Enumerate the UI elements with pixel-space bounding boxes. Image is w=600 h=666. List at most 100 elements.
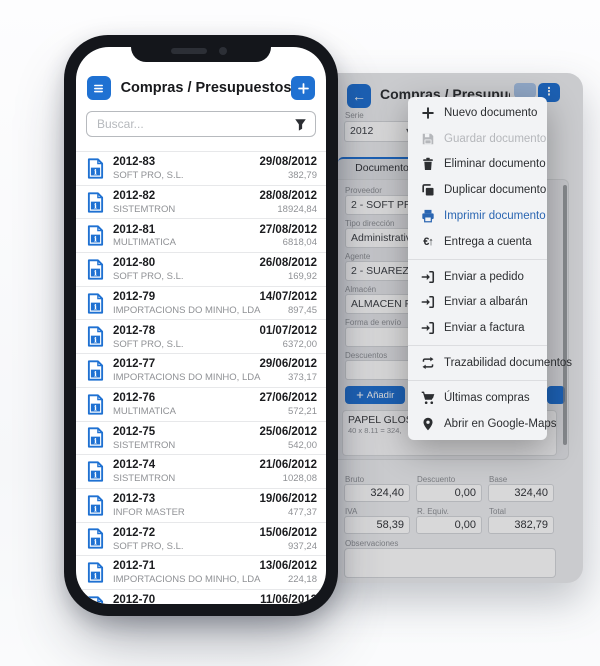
menu-divider xyxy=(408,379,547,381)
add-document-button[interactable] xyxy=(291,76,315,100)
hamburger-icon xyxy=(92,82,105,95)
document-supplier: SOFT PRO, S.L. xyxy=(113,338,184,350)
list-item[interactable]: 2012-70MULTIMATICA11/06/2012158,27 xyxy=(76,590,326,604)
document-code: 2012-78 xyxy=(113,324,156,337)
iva-label: IVA xyxy=(345,507,358,516)
list-item[interactable]: 2012-78 SOFT PRO, S.L. 01/07/2012 6372,00 xyxy=(76,320,326,355)
anadir-button[interactable]: Añadir xyxy=(345,386,405,404)
list-item[interactable]: 2012-73 INFOR MASTER 19/06/2012 477,37 xyxy=(76,489,326,523)
list-item[interactable]: 2012-82 SISTEMTRON 28/08/2012 18924,84 xyxy=(76,186,326,220)
context-menu: Nuevo documento Guardar documento Elimin… xyxy=(408,97,572,440)
back-button[interactable]: ← xyxy=(347,84,371,108)
document-code: 2012-72 xyxy=(113,526,156,539)
phone-camera xyxy=(219,47,227,55)
secondary-action-button[interactable] xyxy=(514,83,536,98)
menu-item-abrir-en-google-maps[interactable]: Abrir en Google-Maps xyxy=(408,411,557,437)
hamburger-menu-button[interactable] xyxy=(87,76,111,100)
list-item[interactable]: 2012-77 IMPORTACIONS DO MINHO, LDA 29/06/2… xyxy=(76,354,326,388)
menu-item-enviar-a-pedido[interactable]: Enviar a pedido xyxy=(408,264,547,290)
list-item[interactable]: 2012-74 SISTEMTRON 21/06/2012 1028,08 xyxy=(76,455,326,489)
document-date: 29/06/2012 xyxy=(259,358,317,371)
menu-item-enviar-a-factura[interactable]: Enviar a factura xyxy=(408,315,547,341)
document-supplier: INFOR MASTER xyxy=(113,506,185,518)
menu-item-enviar-a-albaran[interactable]: Enviar a albarán xyxy=(408,290,547,316)
document-date: 29/08/2012 xyxy=(259,156,317,169)
document-amount: 6372,00 xyxy=(282,338,317,350)
document-date: 27/08/2012 xyxy=(259,223,317,236)
forma-envio-label: Forma de envío xyxy=(345,318,402,327)
menu-item-imprimir-documento[interactable]: Imprimir documento xyxy=(408,203,547,229)
descuento-field[interactable]: 0,00 xyxy=(416,484,482,502)
send-to-icon xyxy=(421,270,435,284)
menu-item-entrega-a-cuenta[interactable]: €↑ Entrega a cuenta xyxy=(408,229,547,255)
document-code: 2012-74 xyxy=(113,459,156,472)
document-info-icon xyxy=(87,461,104,482)
document-supplier: SISTEMTRON xyxy=(113,439,176,451)
send-to-icon xyxy=(421,321,435,335)
list-item[interactable]: 2012-72 SOFT PRO, S.L. 15/06/2012 937,24 xyxy=(76,523,326,557)
filter-funnel-icon[interactable] xyxy=(294,118,307,131)
menu-item-duplicar-documento[interactable]: Duplicar documento xyxy=(408,177,547,203)
total-field[interactable]: 382,79 xyxy=(488,516,554,534)
document-date: 11/06/2012 xyxy=(260,594,317,604)
list-item[interactable]: 2012-83 SOFT PRO, S.L. 29/08/2012 382,79 xyxy=(76,152,326,186)
almacen-label: Almacén xyxy=(345,285,377,294)
trash-icon xyxy=(421,157,435,171)
document-supplier: MULTIMATICA xyxy=(113,237,176,249)
document-code: 2012-77 xyxy=(113,358,156,371)
document-date: 26/08/2012 xyxy=(259,257,317,270)
bruto-field[interactable]: 324,40 xyxy=(344,484,410,502)
document-amount: 6818,04 xyxy=(282,237,317,249)
document-date: 27/06/2012 xyxy=(259,391,317,404)
document-amount: 542,00 xyxy=(287,439,317,451)
list-item[interactable]: 2012-76 MULTIMATICA 27/06/2012 572,21 xyxy=(76,388,326,422)
tab-documento[interactable]: Documento xyxy=(338,157,426,179)
document-code: 2012-75 xyxy=(113,425,156,438)
document-list: 2012-83 SOFT PRO, S.L. 29/08/2012 382,79 20… xyxy=(76,151,326,604)
document-code: 2012-83 xyxy=(113,156,156,169)
document-amount: 18924,84 xyxy=(277,203,317,215)
base-field[interactable]: 324,40 xyxy=(488,484,554,502)
line-item-name: PAPEL GLOS xyxy=(348,414,413,426)
list-item[interactable]: 2012-75 SISTEMTRON 25/06/2012 542,00 xyxy=(76,422,326,456)
menu-item-eliminar-documento[interactable]: Eliminar documento xyxy=(408,152,547,178)
scrollbar[interactable] xyxy=(563,185,567,445)
secondary-line-button[interactable] xyxy=(547,386,565,404)
document-supplier: SISTEMTRON xyxy=(113,473,176,485)
requiv-field[interactable]: 0,00 xyxy=(416,516,482,534)
list-item[interactable]: 2012-81 MULTIMATICA 27/08/2012 6818,04 xyxy=(76,219,326,254)
document-date: 21/06/2012 xyxy=(259,459,317,472)
document-info-icon xyxy=(87,158,104,179)
search-input[interactable] xyxy=(95,116,294,132)
document-supplier: SOFT PRO, S.L. xyxy=(113,271,184,283)
menu-divider xyxy=(408,258,547,260)
map-pin-icon xyxy=(421,417,435,431)
document-info-icon xyxy=(87,427,104,448)
list-item[interactable]: 2012-79 IMPORTACIONS DO MINHO, LDA 14/07/2… xyxy=(76,287,326,321)
document-info-icon xyxy=(87,596,104,604)
document-amount: 477,37 xyxy=(287,506,317,518)
serie-select[interactable]: ▾2012 xyxy=(344,121,416,142)
observaciones-textarea[interactable] xyxy=(344,548,556,578)
bruto-label: Bruto xyxy=(345,475,365,484)
menu-item-nuevo-documento[interactable]: Nuevo documento xyxy=(408,100,547,126)
list-item[interactable]: 2012-80 SOFT PRO, S.L. 26/08/2012 169,92 xyxy=(76,253,326,287)
total-label: Total xyxy=(489,507,506,516)
back-arrow-icon: ← xyxy=(352,88,366,104)
serie-label: Serie xyxy=(345,111,364,120)
plus-icon xyxy=(356,391,364,399)
document-code: 2012-73 xyxy=(113,493,156,506)
descuentos-label: Descuentos xyxy=(345,351,388,360)
document-supplier: IMPORTACIONS DO MINHO, LDA xyxy=(113,304,261,316)
menu-item-guardar-documento[interactable]: Guardar documento xyxy=(408,126,547,152)
plus-icon xyxy=(421,106,435,120)
document-amount: 224,18 xyxy=(287,574,317,586)
menu-divider xyxy=(408,345,547,347)
document-info-icon xyxy=(87,259,104,280)
document-supplier: SOFT PRO, S.L. xyxy=(113,170,184,182)
document-date: 01/07/2012 xyxy=(259,324,317,337)
iva-field[interactable]: 58,39 xyxy=(344,516,410,534)
list-item[interactable]: 2012-71 IMPORTACIONS DO MINHO, LDA 13/06/2… xyxy=(76,556,326,590)
menu-item-trazabilidad-documentos[interactable]: Trazabilidad documentos xyxy=(408,350,572,376)
menu-item-ultimas-compras[interactable]: Últimas compras xyxy=(408,385,547,411)
